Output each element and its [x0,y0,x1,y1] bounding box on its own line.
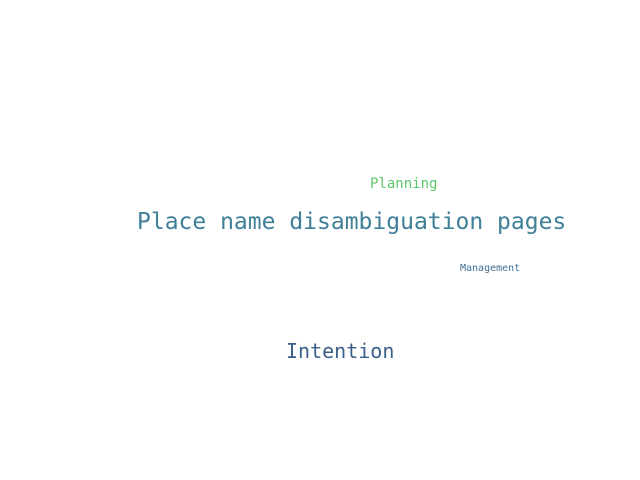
word-planning: Planning [370,176,438,192]
word-intention: Intention [286,339,395,363]
word-place-name-disambiguation-pages: Place name disambiguation pages [137,209,567,235]
word-management: Management [460,263,521,274]
